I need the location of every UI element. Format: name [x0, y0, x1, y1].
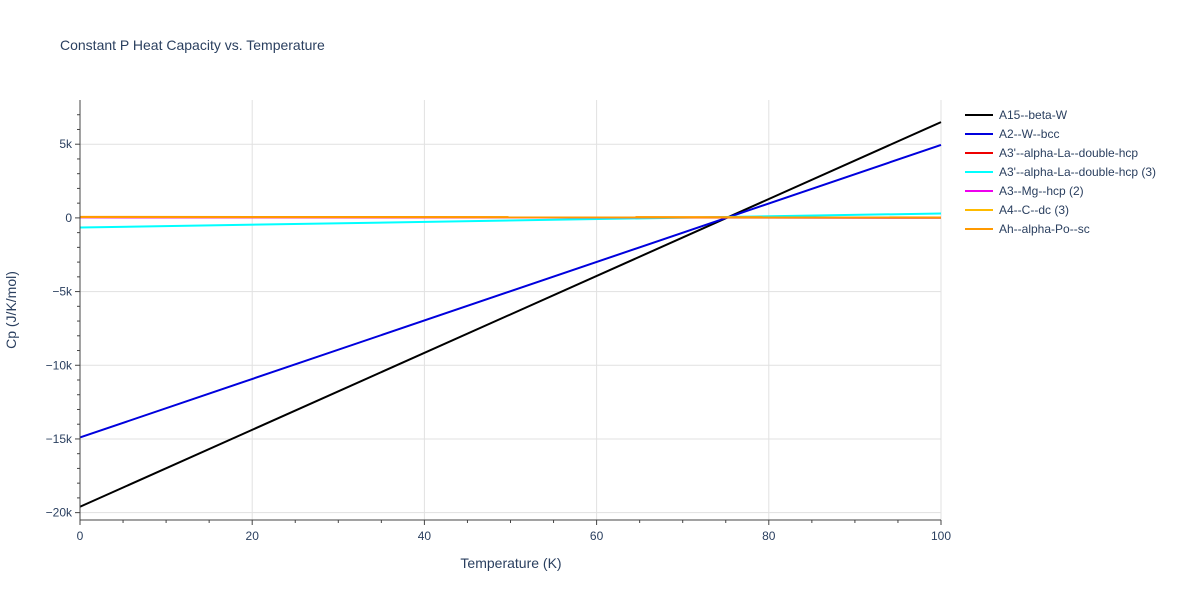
x-tick-label: 0 [77, 529, 84, 543]
series-line [79, 212, 942, 229]
legend-item[interactable]: A4--C--dc (3) [965, 203, 1069, 217]
legend-item[interactable]: A15--beta-W [965, 108, 1068, 122]
series-line [79, 144, 942, 439]
x-tick-label: 20 [246, 529, 260, 543]
legend[interactable]: A15--beta-W A2--W--bcc A3'--alpha-La--doub… [965, 108, 1156, 236]
legend-label: A3'--alpha-La--double-hcp (3) [999, 165, 1156, 179]
axes [75, 100, 942, 525]
y-tick-label: −15k [46, 432, 73, 446]
y-tick-label: 5k [59, 137, 73, 151]
x-axis-title: Temperature (K) [460, 555, 561, 571]
legend-label: A4--C--dc (3) [999, 203, 1069, 217]
x-tick-label: 40 [418, 529, 432, 543]
legend-item[interactable]: A2--W--bcc [965, 127, 1059, 141]
grid [80, 100, 942, 520]
y-tick-label: 0 [65, 211, 72, 225]
legend-item[interactable]: A3'--alpha-La--double-hcp [965, 146, 1138, 160]
legend-item[interactable]: A3--Mg--hcp (2) [965, 184, 1084, 198]
y-axis-title: Cp (J/K/mol) [3, 271, 19, 349]
series-line [79, 121, 942, 508]
x-tick-label: 80 [762, 529, 776, 543]
legend-item[interactable]: Ah--alpha-Po--sc [965, 222, 1090, 236]
y-tick-label: −5k [52, 285, 73, 299]
legend-label: A15--beta-W [999, 108, 1068, 122]
legend-label: Ah--alpha-Po--sc [999, 222, 1090, 236]
y-tick-label: −20k [46, 506, 73, 520]
legend-item[interactable]: A3'--alpha-La--double-hcp (3) [965, 165, 1156, 179]
plot-lines [79, 121, 942, 508]
legend-label: A2--W--bcc [999, 127, 1059, 141]
legend-label: A3--Mg--hcp (2) [999, 184, 1084, 198]
tick-labels: 0 20 40 60 80 100 −20k −15k −10k −5k 0 5k [46, 137, 952, 543]
x-tick-label: 60 [590, 529, 604, 543]
legend-label: A3'--alpha-La--double-hcp [999, 146, 1138, 160]
chart-title: Constant P Heat Capacity vs. Temperature [60, 37, 325, 53]
x-tick-label: 100 [931, 529, 951, 543]
y-tick-label: −10k [46, 358, 73, 372]
